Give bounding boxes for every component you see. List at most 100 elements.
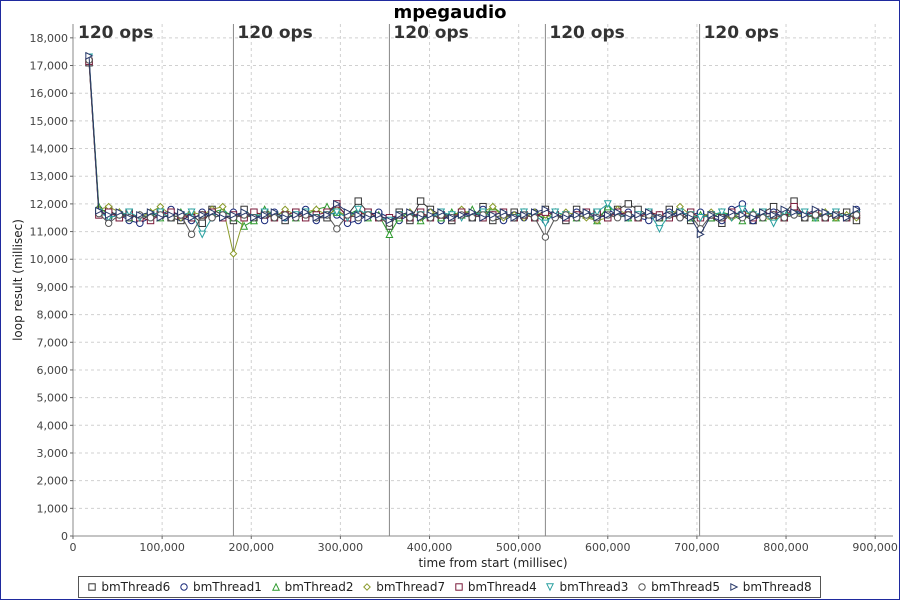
- data-point: [759, 214, 767, 222]
- data-point: [104, 219, 113, 227]
- data-point: [696, 214, 705, 223]
- data-point: [187, 213, 196, 222]
- data-point: [333, 225, 341, 233]
- y-axis-title: loop result (millisec): [11, 219, 25, 341]
- data-point: [292, 210, 301, 219]
- data-point: [510, 213, 519, 222]
- y-tick-label: 8,000: [37, 309, 69, 322]
- legend-marker-icon: [363, 583, 372, 591]
- data-point: [738, 210, 747, 219]
- data-point: [541, 233, 550, 241]
- data-point: [541, 219, 550, 228]
- data-point: [354, 197, 362, 205]
- data-point: [364, 213, 373, 222]
- phase-label: 120 ops: [704, 23, 779, 43]
- data-point: [354, 210, 363, 219]
- data-point: [530, 214, 539, 222]
- data-point: [676, 214, 684, 222]
- data-point: [385, 230, 394, 239]
- y-tick-label: 12,000: [30, 198, 69, 211]
- legend-label: bmThread7: [376, 580, 446, 594]
- legend-item: bmThread4: [454, 580, 537, 594]
- x-tick-label: 200,000: [229, 541, 275, 554]
- data-point: [198, 210, 207, 219]
- legend-marker-icon: [180, 583, 188, 591]
- data-point: [187, 230, 196, 239]
- chart-title: mpegaudio: [393, 2, 506, 23]
- data-point: [624, 213, 633, 222]
- y-tick-label: 18,000: [30, 32, 69, 45]
- data-point: [136, 210, 145, 219]
- legend-marker: [455, 583, 463, 591]
- data-point: [198, 219, 206, 227]
- y-tick-label: 6,000: [37, 364, 69, 377]
- data-point: [240, 221, 249, 230]
- y-tick-label: 16,000: [30, 87, 69, 100]
- data-point: [769, 210, 778, 219]
- x-tick-label: 900,000: [852, 541, 898, 554]
- data-point: [146, 214, 155, 222]
- x-tick-label: 500,000: [496, 541, 542, 554]
- data-point: [530, 208, 540, 217]
- data-point: [749, 213, 758, 222]
- phase-label: 120 ops: [78, 23, 153, 43]
- data-point: [582, 208, 591, 217]
- data-point: [707, 210, 716, 219]
- data-point: [696, 230, 705, 239]
- legend-marker-icon: [271, 582, 280, 591]
- y-tick-label: 13,000: [30, 170, 69, 183]
- data-point: [333, 199, 342, 208]
- data-point: [332, 208, 341, 217]
- data-point: [240, 208, 249, 217]
- data-point: [354, 205, 363, 214]
- y-tick-label: 7,000: [37, 336, 69, 349]
- legend-marker-icon: [638, 583, 646, 591]
- legend-label: bmThread4: [467, 580, 537, 594]
- data-point: [177, 208, 186, 217]
- data-point: [603, 200, 612, 209]
- data-point: [208, 208, 217, 217]
- y-tick-label: 1,000: [37, 502, 69, 515]
- data-point: [457, 210, 466, 219]
- data-point: [624, 200, 632, 208]
- data-point: [655, 213, 664, 222]
- y-tick-label: 14,000: [30, 143, 69, 156]
- y-tick-label: 0: [61, 530, 68, 543]
- data-point: [676, 208, 685, 217]
- data-point: [718, 213, 727, 222]
- y-tick-label: 2,000: [37, 475, 69, 488]
- data-point: [842, 213, 851, 222]
- data-point: [769, 219, 778, 228]
- data-point: [717, 208, 726, 217]
- data-point: [406, 208, 415, 217]
- legend: bmThread6 bmThread1 bmThread2 bmThread7 bmTh…: [78, 576, 821, 598]
- legend-marker-icon: [546, 583, 555, 592]
- data-point: [479, 213, 488, 222]
- legend-item: bmThread8: [729, 580, 812, 594]
- data-point: [219, 213, 228, 222]
- data-point: [645, 208, 654, 217]
- data-point: [208, 214, 216, 222]
- data-point: [270, 214, 279, 222]
- data-point: [416, 213, 425, 222]
- data-point: [593, 208, 602, 217]
- data-point: [385, 216, 394, 225]
- data-point: [437, 208, 446, 217]
- data-point: [832, 210, 841, 219]
- data-point: [125, 208, 134, 217]
- legend-item: bmThread6: [87, 580, 170, 594]
- y-tick-label: 17,000: [30, 60, 69, 73]
- data-point: [146, 208, 155, 217]
- data-point: [634, 210, 643, 219]
- data-point: [821, 208, 830, 217]
- y-tick-label: 15,000: [30, 115, 69, 128]
- y-tick-label: 3,000: [37, 447, 69, 460]
- data-point: [156, 213, 165, 222]
- data-point: [229, 249, 238, 258]
- data-point: [551, 210, 560, 219]
- data-point: [593, 213, 602, 222]
- data-point: [613, 208, 622, 217]
- data-point: [821, 214, 829, 222]
- data-point: [426, 210, 435, 219]
